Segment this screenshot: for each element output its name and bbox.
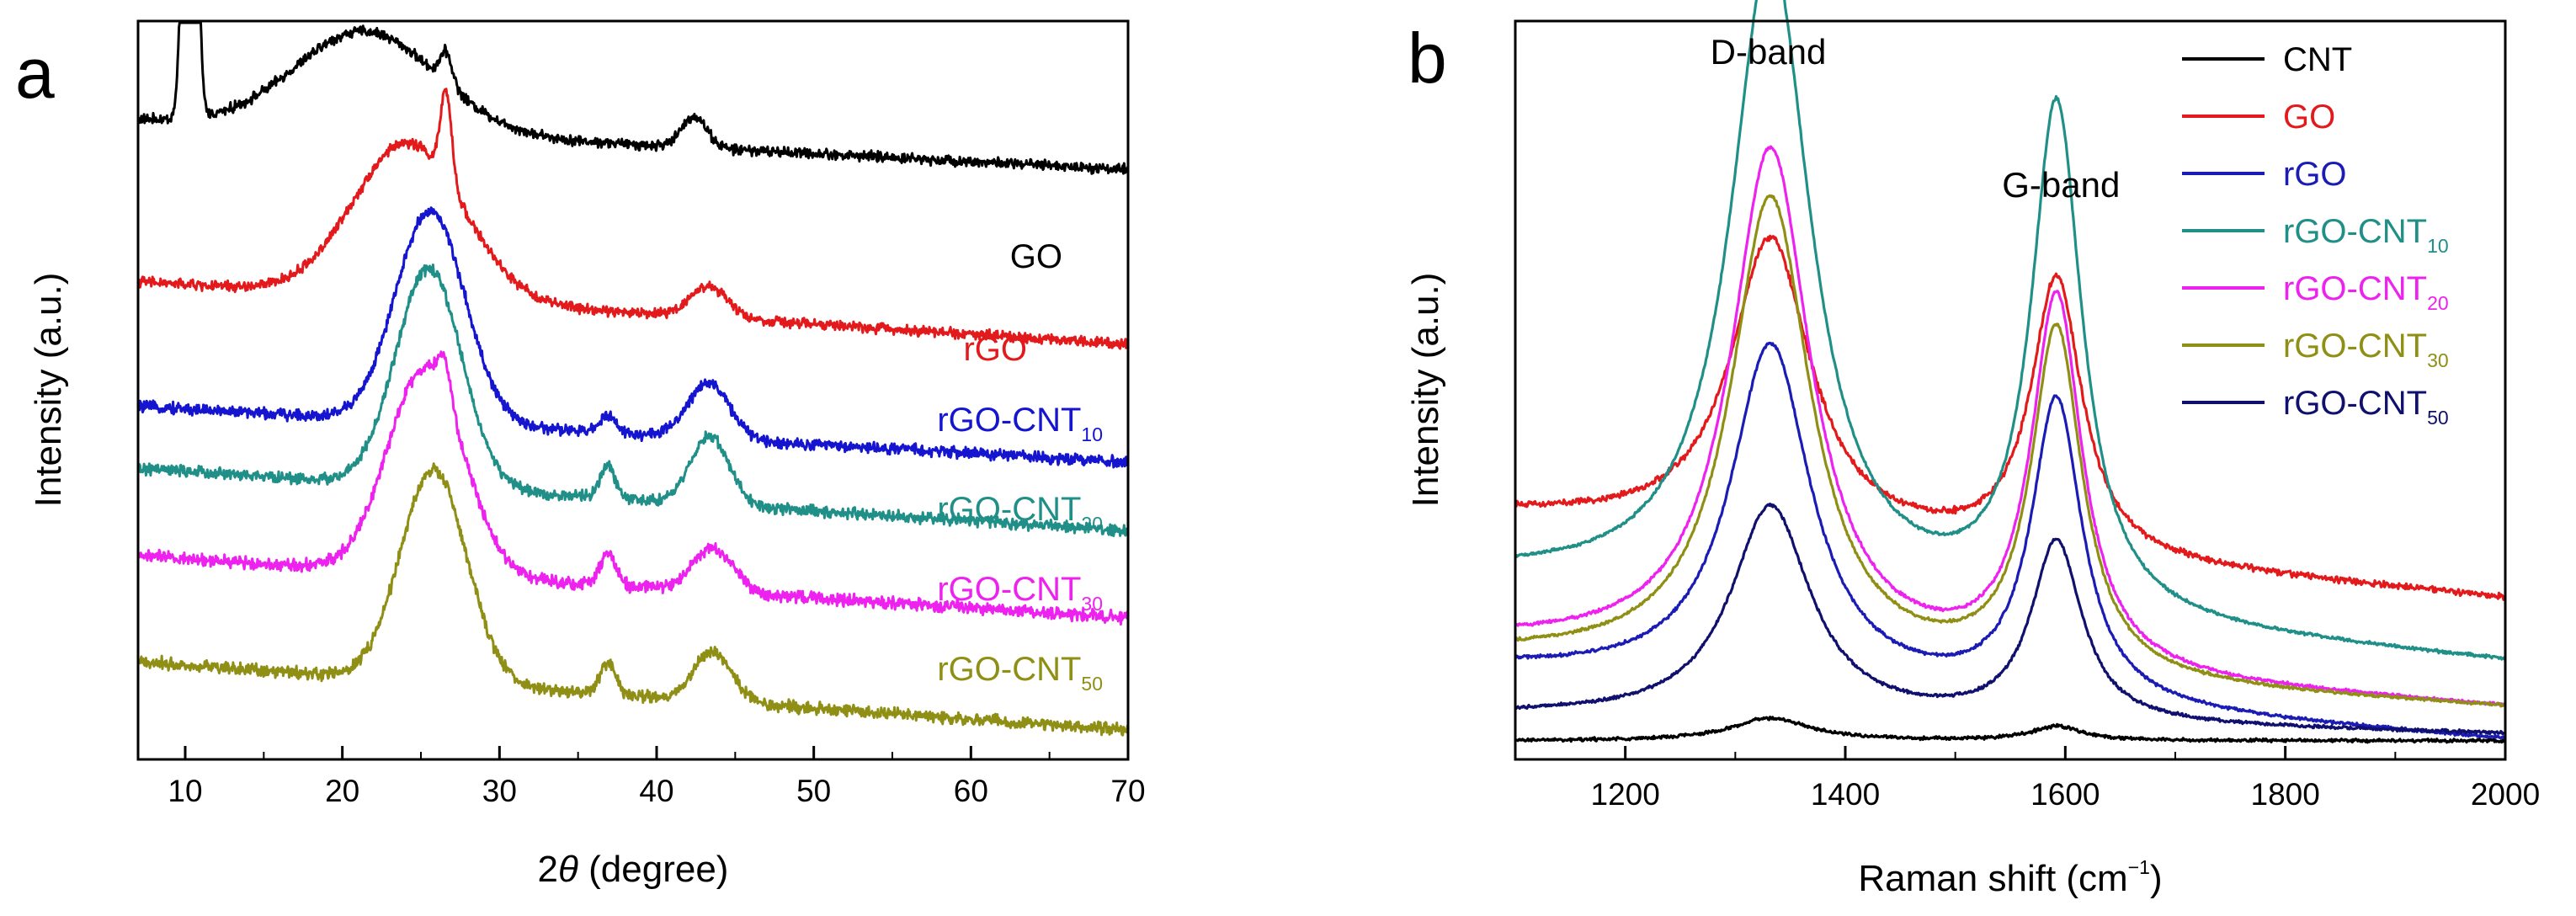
panel-b-legend-label-subscript: 50 [2427, 407, 2449, 429]
panel-b-letter: b [1408, 19, 1447, 98]
panel-a-series-label-subscript: 20 [1081, 513, 1103, 535]
panel-b-legend-label-rgo-cnt10: rGO-CNT10 [2283, 213, 2449, 257]
panel-a-series-line-rgo-cnt50 [137, 462, 1130, 737]
panel-b-peak-labels: D-band G-band [1711, 32, 2121, 205]
panel-b-x-label-close: ) [2150, 858, 2163, 899]
panel-a-x-tick-label: 30 [482, 774, 517, 808]
panel-b-legend: CNTGOrGOrGO-CNT10rGO-CNT20rGO-CNT30rGO-C… [2182, 41, 2449, 429]
panel-b-legend-label-rgo-cnt30: rGO-CNT30 [2283, 328, 2449, 371]
panel-a-series-label-rgo-cnt20: rGO-CNT20 [937, 491, 1103, 535]
panel-a-x-tick-label: 20 [325, 774, 359, 808]
panel-b-series-line-rgo-cnt30 [1514, 194, 2507, 708]
panel-b-legend-label-rgo-cnt50: rGO-CNT50 [2283, 385, 2449, 429]
panel-b-x-tick-label: 1200 [1591, 777, 1660, 812]
panel-a-x-tick-label: 50 [796, 774, 831, 808]
panel-a-x-tick-label: 10 [168, 774, 202, 808]
panel-b-legend-label-text: rGO [2283, 156, 2347, 193]
panel-b-legend-label-subscript: 10 [2427, 235, 2449, 257]
panel-b-series-line-rgo-cnt20 [1514, 145, 2506, 707]
panel-b-legend-label-text: rGO-CNT [2283, 328, 2427, 365]
panel-b-legend-label-rgo-cnt20: rGO-CNT20 [2283, 270, 2449, 314]
panel-b-x-tick-label: 1400 [1811, 777, 1880, 812]
panel-b-peak-label-g-band: G-band [2002, 165, 2120, 205]
panel-a-letter: a [15, 34, 55, 113]
panel-a-series-label-text: rGO-CNT [937, 571, 1081, 608]
panel-a-series-line-go [136, 21, 1130, 175]
panel-a-series-label-text: rGO-CNT [937, 651, 1081, 688]
panel-b-legend-label-subscript: 20 [2427, 292, 2449, 314]
panel-b-x-tick-label: 1600 [2030, 777, 2100, 812]
panel-a-series-label-text: rGO-CNT [937, 402, 1081, 439]
panel-a-series-label-text: GO [1010, 238, 1062, 275]
panel-b-x-ticks: 1200 1400 1600 1800 2000 [1514, 746, 2540, 812]
panel-a-series-label-subscript: 30 [1081, 593, 1103, 615]
panel-b-plot-frame [1514, 19, 2507, 761]
panel-a-series-label-rgo-cnt50: rGO-CNT50 [937, 651, 1103, 695]
panel-a-series-group [136, 21, 1130, 737]
panel-a-plot-frame [136, 19, 1130, 761]
panel-b-legend-label-go: GO [2283, 99, 2335, 136]
panel-a-series-line-rgo-cnt20 [136, 264, 1130, 537]
panel-b-series-line-go [1514, 234, 2507, 601]
panel-b-chart: b 1200 1400 1600 1800 2000 D-band G-band CNT G… [1405, 0, 2540, 899]
panel-b-x-tick-label: 1800 [2251, 777, 2320, 812]
panel-b-x-label-exponent: −1 [2128, 856, 2150, 878]
panel-a-x-tick-label: 40 [639, 774, 673, 808]
panel-a-series-label-text: rGO-CNT [937, 491, 1081, 528]
panel-a-series-line-rgo [136, 88, 1130, 350]
panel-b-series-line-rgo-cnt10 [1514, 0, 2506, 661]
panel-a-series-label-rgo: rGO [963, 331, 1027, 368]
panel-a-x-label-suffix: (degree) [578, 849, 729, 890]
panel-b-x-label-main: Raman shift (cm [1858, 858, 2127, 899]
panel-b-x-axis-label: Raman shift (cm−1) [1858, 856, 2162, 899]
panel-a-series-line-rgo-cnt10 [136, 206, 1130, 469]
panel-a-series-label-subscript: 50 [1081, 673, 1103, 695]
panel-b-x-tick-label: 2000 [2471, 777, 2540, 812]
panel-a-series-label-go: GO [1010, 238, 1062, 275]
panel-a-x-ticks: 10 20 30 40 50 60 70 [168, 746, 1146, 808]
panel-a-x-tick-label: 70 [1110, 774, 1145, 808]
panel-a-series-label-rgo-cnt10: rGO-CNT10 [937, 402, 1103, 445]
panel-b-legend-label-rgo: rGO [2283, 156, 2347, 193]
panel-b-legend-label-text: CNT [2283, 41, 2352, 78]
panel-a-x-label-prefix: 2 [538, 849, 558, 890]
panel-a-x-axis-label: 2θ (degree) [538, 849, 729, 890]
panel-b-legend-label-text: rGO-CNT [2283, 270, 2427, 307]
panel-b-peak-label-d-band: D-band [1711, 32, 1827, 72]
panel-b-series-line-rgo-cnt50 [1514, 503, 2506, 736]
panel-b-series-group [1514, 0, 2507, 744]
panel-a-x-label-theta: θ [558, 849, 578, 890]
panel-a-series-label-subscript: 10 [1081, 423, 1103, 445]
panel-b-series-line-cnt [1514, 716, 2507, 744]
panel-b-legend-label-subscript: 30 [2427, 349, 2449, 371]
panel-a-series-label-rgo-cnt30: rGO-CNT30 [937, 571, 1103, 615]
panel-a-chart: a 10 20 30 40 50 60 70 GOrGOrGO-CNT10rGO-CNT20… [15, 19, 1146, 890]
panel-a-x-tick-label: 60 [954, 774, 988, 808]
panel-a-y-axis-label: Intensity (a.u.) [28, 273, 69, 508]
panel-a-series-label-text: rGO [963, 331, 1027, 368]
panel-b-legend-label-text: GO [2283, 99, 2335, 136]
panel-b-y-axis-label: Intensity (a.u.) [1405, 273, 1446, 508]
panel-b-legend-label-text: rGO-CNT [2283, 385, 2427, 422]
panel-b-series-line-rgo [1514, 341, 2507, 740]
panel-b-legend-label-text: rGO-CNT [2283, 213, 2427, 250]
panel-a-series-labels: GOrGOrGO-CNT10rGO-CNT20rGO-CNT30rGO-CNT5… [937, 238, 1103, 695]
panel-a-series-line-rgo-cnt30 [136, 350, 1130, 626]
panel-b-legend-label-cnt: CNT [2283, 41, 2352, 78]
